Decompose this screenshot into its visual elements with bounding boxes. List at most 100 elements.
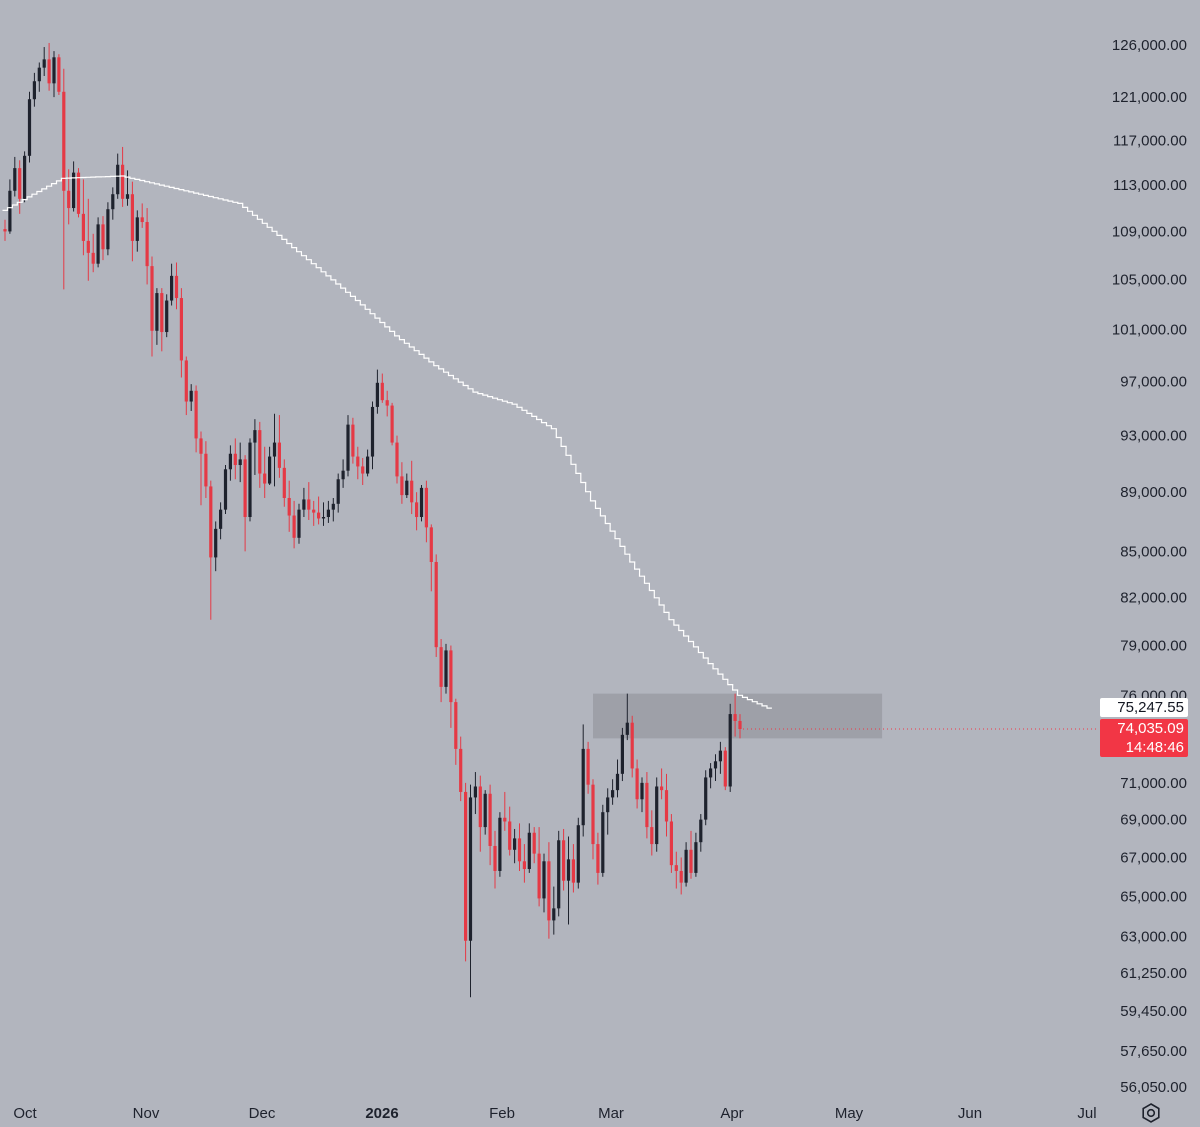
candle[interactable] [488,784,492,866]
candle[interactable] [253,419,257,475]
candle[interactable] [591,779,595,860]
candle[interactable] [415,492,419,531]
candle[interactable] [439,639,443,703]
candle[interactable] [562,828,566,891]
candle[interactable] [566,836,571,925]
candle[interactable] [8,179,12,234]
candle[interactable] [258,421,262,488]
candle[interactable] [356,446,360,480]
candle[interactable] [738,714,742,739]
candle[interactable] [277,415,281,478]
candle[interactable] [23,151,27,203]
candle[interactable] [625,693,629,741]
candle[interactable] [723,747,727,791]
candle[interactable] [243,455,247,552]
candle[interactable] [478,775,482,852]
candle[interactable] [233,438,237,480]
candle[interactable] [527,823,531,873]
candle[interactable] [483,790,487,835]
candle[interactable] [630,715,634,778]
candle[interactable] [317,496,321,525]
candle[interactable] [704,770,708,826]
candle[interactable] [292,500,296,549]
candle[interactable] [214,521,218,572]
candle[interactable] [699,814,703,852]
candle[interactable] [464,782,468,962]
candle[interactable] [199,431,203,506]
candle[interactable] [513,828,517,864]
candle[interactable] [351,417,355,464]
candle[interactable] [248,438,252,522]
candle[interactable] [341,459,345,488]
candle[interactable] [184,356,188,416]
candle[interactable] [694,832,698,877]
candle[interactable] [3,219,7,241]
candle[interactable] [32,72,36,107]
candle[interactable] [620,727,624,782]
candle[interactable] [268,446,272,485]
candle[interactable] [189,384,193,411]
candle[interactable] [444,643,448,694]
gear-icon[interactable] [1140,1102,1162,1124]
candle[interactable] [709,763,713,789]
candle[interactable] [728,703,732,792]
candle[interactable] [194,385,198,453]
candle[interactable] [101,216,105,261]
candle[interactable] [263,446,267,498]
candle[interactable] [596,832,600,885]
candle[interactable] [174,262,179,310]
candle[interactable] [346,415,350,477]
candle[interactable] [326,500,330,523]
candle[interactable] [429,524,433,592]
candle[interactable] [400,462,404,504]
candle[interactable] [733,693,737,737]
candle[interactable] [385,390,389,417]
candle[interactable] [689,830,693,879]
candle[interactable] [165,294,169,338]
candle[interactable] [635,759,639,809]
candle[interactable] [140,203,144,228]
candle[interactable] [366,449,370,477]
candle[interactable] [81,179,85,256]
candle[interactable] [537,827,541,907]
candle[interactable] [375,369,379,414]
candle[interactable] [228,445,232,481]
candle[interactable] [145,208,149,285]
candle[interactable] [27,91,32,163]
candle[interactable] [37,62,41,92]
candle[interactable] [86,198,90,281]
candle[interactable] [380,373,384,403]
candle[interactable] [640,777,644,813]
candle[interactable] [434,554,438,657]
candle[interactable] [606,788,610,835]
candle[interactable] [601,804,605,877]
candle[interactable] [576,817,580,889]
candle[interactable] [125,170,130,206]
candle[interactable] [223,465,228,515]
candle[interactable] [660,768,664,800]
candle[interactable] [459,736,463,802]
candle[interactable] [645,772,649,839]
candle[interactable] [150,256,154,357]
candle[interactable] [204,441,208,498]
candle[interactable] [532,827,536,864]
candle[interactable] [473,772,477,815]
candle[interactable] [179,288,183,378]
candle[interactable] [62,68,66,290]
candle[interactable] [302,487,306,518]
candle[interactable] [679,857,683,895]
candle[interactable] [209,480,213,620]
candle[interactable] [542,853,546,913]
candle[interactable] [664,773,669,837]
candle[interactable] [321,502,326,526]
candle[interactable] [52,51,56,98]
candle[interactable] [498,812,502,877]
candle[interactable] [557,830,561,917]
candle[interactable] [272,413,277,487]
candle[interactable] [611,779,615,805]
candle[interactable] [238,442,242,483]
time-axis[interactable]: Oct Nov Dec 2026 Feb Mar Apr May Jun Jul [13,1105,1096,1122]
candle[interactable] [405,473,409,498]
